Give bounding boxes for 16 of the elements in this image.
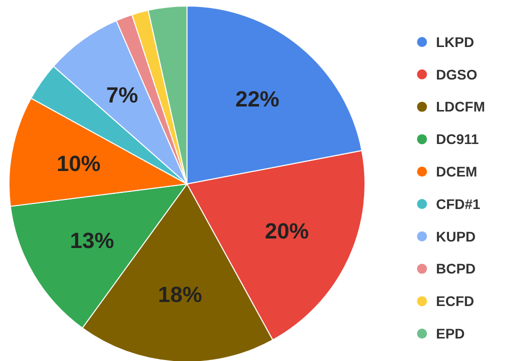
legend-label: DC911: [436, 131, 480, 148]
legend-label: KUPD: [436, 228, 476, 244]
legend-label: LKPD: [436, 34, 474, 50]
data-label: 22%: [235, 86, 280, 112]
legend-label: BCPD: [436, 260, 476, 277]
data-label: 18%: [158, 282, 202, 307]
legend-label: LDCFM: [436, 98, 485, 115]
legend-label: ECFD: [436, 293, 474, 310]
data-label: 10%: [56, 151, 101, 176]
data-label: 13%: [70, 228, 114, 253]
legend-label: DCEM: [436, 164, 478, 180]
legend-label: DGSO: [436, 66, 478, 82]
legend-label: EPD: [436, 326, 465, 342]
data-label: 20%: [264, 218, 309, 244]
legend-label: CFD#1: [436, 196, 481, 212]
data-label: 7%: [106, 82, 138, 108]
